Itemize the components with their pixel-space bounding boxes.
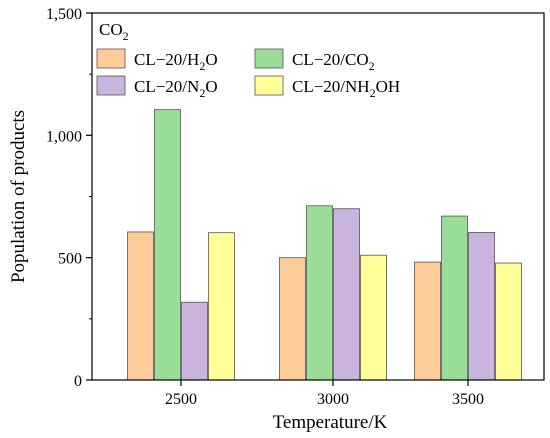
legend-title-subscript: 2 [123,29,129,43]
x-tick-label: 3500 [452,391,484,408]
bars-layer [127,109,522,381]
legend-label-subscript: 2 [199,59,205,73]
bar-2-3500 [441,215,468,381]
y-tick-label: 500 [58,251,82,268]
bar-1-3000 [279,257,306,381]
x-axis-title: Temperature/K [273,412,388,433]
legend-label: CL−20/NH2OH [292,77,400,100]
legend-label-part: CL−20/N [134,77,199,96]
legend-label-part: CL−20/CO [292,50,369,69]
y-tick-label: 1,000 [46,128,82,145]
y-tick-label: 1,500 [46,6,82,23]
bar-3-3500 [468,232,495,381]
legend-label: CL−20/CO2 [292,50,375,73]
legend-title: CO2 [99,20,129,43]
bar-2-2500 [154,109,181,381]
bar-4-3500 [495,262,522,381]
bar-4-2500 [208,232,235,381]
legend-label: CL−20/N2O [134,77,218,100]
legend-label-subscript: 2 [369,59,375,73]
bar-1-3500 [414,261,441,381]
bar-2-3000 [306,205,333,381]
legend-label-part: CL−20/H [134,50,199,69]
legend-swatch [96,48,126,69]
legend-swatch [254,75,284,96]
legend-label-part: OH [376,77,401,96]
x-tick-label: 3000 [317,391,349,408]
bar-3-2500 [181,301,208,381]
legend-swatch [254,48,284,69]
y-tick-label: 0 [74,373,82,390]
bar-1-2500 [127,231,154,381]
bar-3-3000 [333,208,360,381]
legend-swatch [96,75,126,96]
y-axis-title: Population of products [8,110,29,283]
legend-label-subscript: 2 [199,86,205,100]
legend-label-subscript: 2 [370,86,376,100]
legend-label: CL−20/H2O [134,50,218,73]
legend-label-part: CL−20/NH [292,77,370,96]
legend-label-part: O [205,77,217,96]
bar-4-3000 [360,254,387,381]
legend-label-part: O [205,50,217,69]
axes-layer: 0 500 1,000 1,500 2500 3000 3500 [46,6,545,408]
x-tick-label: 2500 [165,391,197,408]
